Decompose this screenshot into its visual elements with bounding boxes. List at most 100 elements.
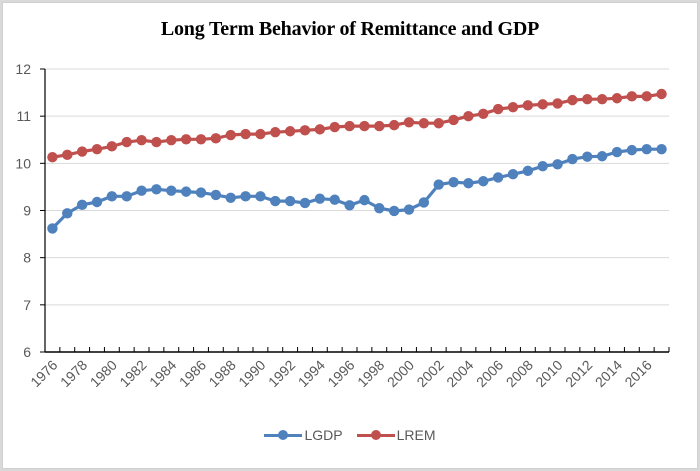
x-tick-label-1978: 1978 bbox=[57, 357, 90, 390]
y-tick-label-9: 9 bbox=[23, 203, 31, 219]
x-tick-label-1994: 1994 bbox=[295, 357, 328, 390]
y-tick-label-6: 6 bbox=[23, 344, 31, 360]
legend-item-lgdp: LGDP bbox=[264, 427, 343, 443]
data-point-lgdp-2006 bbox=[492, 172, 504, 183]
data-point-lgdp-2003 bbox=[448, 177, 459, 188]
data-point-lrem-2004 bbox=[463, 110, 474, 122]
data-point-lrem-2007 bbox=[507, 102, 519, 113]
x-tick-label-1988: 1988 bbox=[205, 357, 238, 390]
x-tick-label-2016: 2016 bbox=[621, 357, 654, 390]
data-point-lgdp-1978 bbox=[76, 199, 88, 211]
x-tick-label-2002: 2002 bbox=[413, 357, 446, 390]
x-tick-label-2012: 2012 bbox=[562, 357, 595, 390]
data-point-lrem-1989 bbox=[240, 128, 251, 140]
data-point-lrem-1992 bbox=[284, 126, 296, 137]
legend-marker-lgdp bbox=[278, 430, 289, 440]
x-tick-label-1986: 1986 bbox=[176, 357, 209, 390]
data-point-lrem-1998 bbox=[374, 120, 385, 132]
x-tick-label-1980: 1980 bbox=[87, 357, 120, 390]
data-point-lrem-2010 bbox=[552, 98, 563, 109]
data-point-lrem-1991 bbox=[270, 127, 281, 138]
data-point-lgdp-1995 bbox=[329, 194, 340, 205]
x-tick-label-1992: 1992 bbox=[265, 357, 298, 390]
legend-label-lgdp: LGDP bbox=[304, 427, 343, 443]
data-point-lrem-2015 bbox=[626, 91, 638, 102]
data-point-lgdp-1996 bbox=[344, 200, 355, 211]
y-tick-label-10: 10 bbox=[15, 155, 31, 171]
data-point-lrem-1990 bbox=[255, 128, 266, 140]
data-point-lgdp-1984 bbox=[166, 185, 177, 196]
data-point-lgdp-1980 bbox=[106, 191, 118, 202]
data-point-lrem-2005 bbox=[478, 108, 489, 120]
data-point-lgdp-1991 bbox=[270, 195, 281, 207]
data-point-lgdp-1999 bbox=[388, 205, 400, 217]
data-point-lgdp-1992 bbox=[284, 195, 296, 207]
data-point-lrem-1980 bbox=[106, 141, 118, 152]
legend-label-lrem: LREM bbox=[396, 427, 436, 443]
data-point-lgdp-1977 bbox=[62, 208, 73, 219]
x-tick-label-2004: 2004 bbox=[443, 357, 476, 390]
chart-title: Long Term Behavior of Remittance and GDP bbox=[160, 18, 540, 40]
x-tick-label-1982: 1982 bbox=[116, 357, 149, 390]
data-point-lgdp-1979 bbox=[91, 196, 103, 208]
data-point-lrem-2016 bbox=[641, 91, 652, 102]
data-point-lrem-1997 bbox=[359, 120, 370, 132]
legend-item-lrem: LREM bbox=[356, 427, 436, 443]
x-tick-label-1976: 1976 bbox=[27, 357, 60, 390]
data-point-lgdp-2015 bbox=[626, 144, 638, 156]
data-point-lgdp-1998 bbox=[374, 202, 385, 214]
data-point-lrem-1981 bbox=[121, 136, 132, 148]
data-point-lrem-2011 bbox=[567, 94, 578, 106]
x-tick-label-2010: 2010 bbox=[532, 357, 565, 390]
data-point-lgdp-2005 bbox=[478, 176, 489, 187]
data-point-lrem-1979 bbox=[91, 143, 103, 155]
data-point-lrem-1978 bbox=[76, 146, 88, 157]
data-point-lgdp-2011 bbox=[567, 153, 578, 165]
data-point-lgdp-1994 bbox=[314, 193, 326, 204]
data-point-lgdp-1989 bbox=[240, 191, 251, 202]
y-tick-label-11: 11 bbox=[16, 108, 31, 124]
x-tick-label-1998: 1998 bbox=[354, 357, 387, 390]
data-point-lgdp-2010 bbox=[552, 159, 563, 170]
data-point-lrem-1983 bbox=[151, 136, 162, 148]
data-point-lrem-1996 bbox=[344, 120, 355, 132]
y-tick-label-8: 8 bbox=[23, 250, 31, 266]
x-tick-label-1984: 1984 bbox=[146, 357, 179, 390]
legend-swatch-lrem bbox=[356, 429, 395, 441]
data-point-lgdp-1976 bbox=[47, 223, 58, 234]
data-point-lgdp-2008 bbox=[522, 165, 534, 177]
data-point-lrem-2012 bbox=[582, 93, 593, 105]
data-point-lgdp-2007 bbox=[507, 168, 519, 180]
legend-swatch-lgdp bbox=[264, 429, 303, 441]
data-point-lgdp-2017 bbox=[656, 143, 667, 155]
data-point-lgdp-2004 bbox=[463, 177, 474, 189]
x-tick-label-2008: 2008 bbox=[503, 357, 536, 390]
data-point-lgdp-1982 bbox=[136, 185, 147, 196]
data-point-lgdp-2013 bbox=[596, 151, 608, 162]
data-point-lrem-2000 bbox=[403, 117, 415, 128]
data-point-lgdp-1986 bbox=[195, 187, 207, 198]
data-point-lgdp-1993 bbox=[299, 197, 311, 209]
data-point-lrem-2003 bbox=[448, 114, 459, 126]
x-tick-label-2006: 2006 bbox=[473, 357, 506, 390]
data-point-lgdp-2009 bbox=[537, 160, 548, 172]
data-point-lgdp-2001 bbox=[418, 197, 430, 208]
data-point-lrem-1982 bbox=[136, 135, 147, 146]
data-point-lgdp-2016 bbox=[641, 143, 652, 155]
y-tick-label-7: 7 bbox=[23, 297, 31, 313]
data-point-lrem-1995 bbox=[329, 121, 340, 133]
y-tick-label-12: 12 bbox=[15, 61, 31, 77]
data-point-lrem-2008 bbox=[522, 100, 534, 111]
data-point-lrem-2009 bbox=[537, 99, 548, 110]
data-point-lrem-1985 bbox=[180, 134, 192, 145]
data-point-lgdp-1985 bbox=[180, 186, 192, 197]
data-point-lgdp-1990 bbox=[255, 191, 266, 202]
legend-marker-lrem bbox=[370, 430, 381, 440]
data-point-lrem-2002 bbox=[433, 118, 444, 129]
x-tick-label-1990: 1990 bbox=[235, 357, 268, 390]
data-point-lrem-2017 bbox=[656, 88, 667, 100]
data-point-lrem-1986 bbox=[195, 134, 207, 145]
x-tick-label-1996: 1996 bbox=[324, 357, 357, 390]
